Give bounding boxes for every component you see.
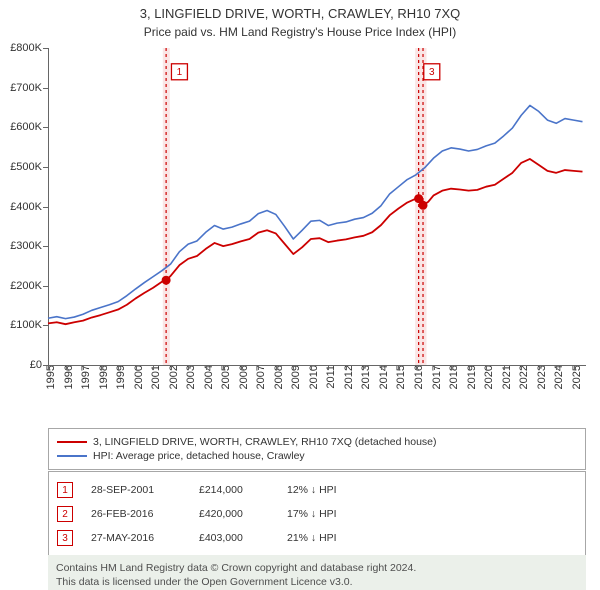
sale-row-delta: 21% ↓ HPI [287, 532, 377, 544]
sale-marker-dot [419, 201, 428, 210]
sale-row-delta: 12% ↓ HPI [287, 484, 377, 496]
sale-marker-badge: 3 [424, 64, 440, 80]
sale-row-price: £420,000 [199, 508, 269, 520]
sale-row-marker: 3 [57, 530, 73, 546]
sales-table: 1 28-SEP-2001 £214,000 12% ↓ HPI 2 26-FEB-201… [48, 471, 586, 557]
legend-label: HPI: Average price, detached house, Craw… [93, 450, 305, 462]
chart-plot-area: £0£100K£200K£300K£400K£500K£600K£700K£80… [48, 48, 586, 365]
sale-row-marker: 1 [57, 482, 73, 498]
sale-marker-dot [162, 276, 171, 285]
attribution-box: Contains HM Land Registry data © Crown c… [48, 555, 586, 590]
chart-legend: 3, LINGFIELD DRIVE, WORTH, CRAWLEY, RH10… [48, 428, 586, 470]
svg-text:1: 1 [177, 67, 183, 78]
sales-row: 1 28-SEP-2001 £214,000 12% ↓ HPI [57, 478, 577, 502]
sales-row: 3 27-MAY-2016 £403,000 21% ↓ HPI [57, 526, 577, 550]
sale-marker-badge: 1 [171, 64, 187, 80]
chart-series-line [48, 159, 582, 324]
legend-label: 3, LINGFIELD DRIVE, WORTH, CRAWLEY, RH10… [93, 436, 437, 448]
sale-row-delta: 17% ↓ HPI [287, 508, 377, 520]
legend-item: 3, LINGFIELD DRIVE, WORTH, CRAWLEY, RH10… [57, 435, 577, 449]
sale-row-date: 28-SEP-2001 [91, 484, 181, 496]
legend-swatch [57, 441, 87, 443]
sale-row-price: £403,000 [199, 532, 269, 544]
page-title: 3, LINGFIELD DRIVE, WORTH, CRAWLEY, RH10… [0, 0, 600, 21]
sale-row-date: 26-FEB-2016 [91, 508, 181, 520]
sale-row-marker: 2 [57, 506, 73, 522]
sale-row-date: 27-MAY-2016 [91, 532, 181, 544]
legend-item: HPI: Average price, detached house, Craw… [57, 449, 577, 463]
chart-series-line [48, 105, 582, 318]
page-subtitle: Price paid vs. HM Land Registry's House … [0, 21, 600, 39]
attribution-line: This data is licensed under the Open Gov… [56, 575, 578, 589]
sales-row: 2 26-FEB-2016 £420,000 17% ↓ HPI [57, 502, 577, 526]
legend-swatch [57, 455, 87, 457]
attribution-line: Contains HM Land Registry data © Crown c… [56, 561, 578, 575]
svg-text:3: 3 [429, 67, 435, 78]
sale-row-price: £214,000 [199, 484, 269, 496]
